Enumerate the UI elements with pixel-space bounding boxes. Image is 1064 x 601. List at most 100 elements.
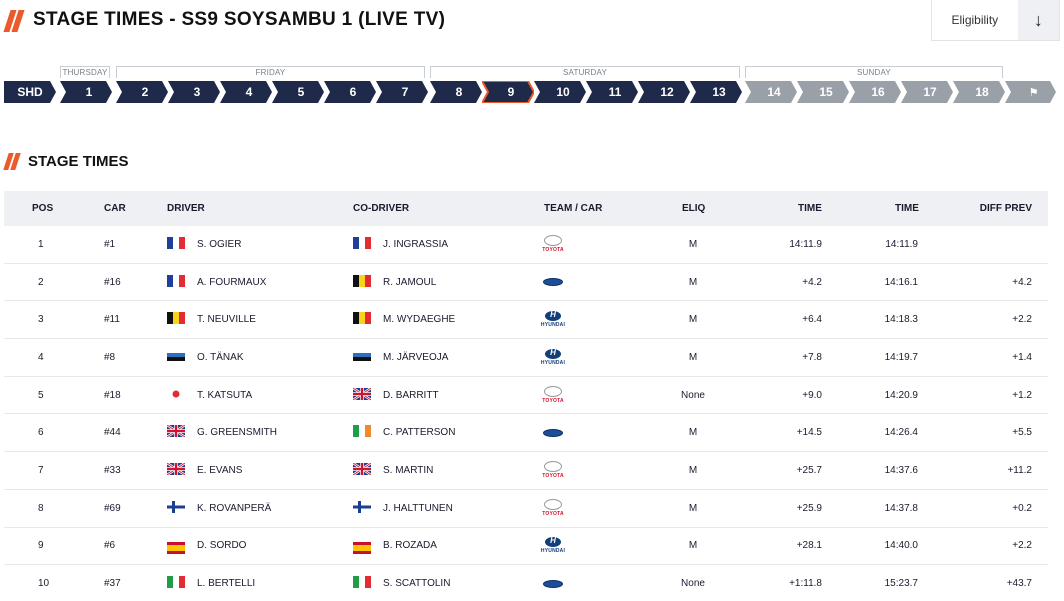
cell-car: #33 [104,464,121,476]
table-row[interactable]: 7 #33 E. EVANS S. MARTIN TOYOTA M +25.7 … [4,452,1048,490]
header-pos[interactable]: POS [32,203,54,214]
cell-codriver[interactable]: B. ROZADA [353,528,437,565]
driver-name[interactable]: S. OGIER [197,238,242,250]
cell-driver[interactable]: L. BERTELLI [167,565,255,601]
cell-pos: 2 [38,276,44,288]
codriver-name[interactable]: J. INGRASSIA [383,238,449,250]
stage-label: 12 [660,85,674,99]
header-codriver[interactable]: CO-DRIVER [353,203,410,214]
cell-driver[interactable]: S. OGIER [167,226,241,263]
driver-name[interactable]: E. EVANS [197,464,243,476]
cell-codriver[interactable]: M. JÄRVEOJA [353,339,448,376]
stage-16[interactable]: 16 [849,81,901,103]
driver-name[interactable]: L. BERTELLI [197,578,256,590]
stage-2[interactable]: 2 [116,81,168,103]
codriver-name[interactable]: S. MARTIN [383,464,434,476]
driver-name[interactable]: A. FOURMAUX [197,276,267,288]
eligibility-dropdown[interactable]: Eligibility ↓ [931,0,1060,41]
stage-11[interactable]: 11 [586,81,638,103]
cell-driver[interactable]: A. FOURMAUX [167,264,266,301]
header-diff-prev[interactable]: DIFF PREV [979,203,1032,214]
cell-codriver[interactable]: M. WYDAEGHE [353,301,455,338]
cell-codriver[interactable]: S. SCATTOLIN [353,565,450,601]
driver-name[interactable]: K. ROVANPERÄ [197,502,272,514]
flag-fi-icon [353,500,383,516]
codriver-name[interactable]: M. WYDAEGHE [383,314,456,326]
table-row[interactable]: 2 #16 A. FOURMAUX R. JAMOUL M +4.2 14:16… [4,264,1048,302]
table-row[interactable]: 10 #37 L. BERTELLI S. SCATTOLIN None +1:… [4,565,1048,601]
flag-it-icon [353,576,383,591]
driver-name[interactable]: G. GREENSMITH [197,427,278,439]
stage-15[interactable]: 15 [797,81,849,103]
codriver-name[interactable]: M. JÄRVEOJA [383,351,449,363]
arrow-down-icon[interactable]: ↓ [1017,0,1059,40]
table-row[interactable]: 8 #69 K. ROVANPERÄ J. HALTTUNEN TOYOTA M… [4,490,1048,528]
stage-13[interactable]: 13 [690,81,742,103]
table-row[interactable]: 4 #8 O. TÄNAK M. JÄRVEOJA HYUNDAI M +7.8… [4,339,1048,377]
header-eliq[interactable]: ELIQ [682,203,706,214]
cell-driver[interactable]: E. EVANS [166,452,243,489]
stage-1[interactable]: 1 [60,81,112,103]
cell-codriver[interactable]: J. HALTTUNEN [353,490,453,527]
cell-time-total: 15:23.7 [884,578,918,590]
cell-driver[interactable]: K. ROVANPERÄ [167,490,271,527]
cell-time: +4.2 [802,276,822,288]
codriver-name[interactable]: D. BARRITT [383,389,439,401]
header-car[interactable]: CAR [104,203,126,214]
stage-10[interactable]: 10 [534,81,586,103]
stage-3[interactable]: 3 [168,81,220,103]
cell-driver[interactable]: D. SORDO [167,528,246,565]
stage-6[interactable]: 6 [324,81,376,103]
stage-label: 7 [401,85,409,99]
flag-fr-icon [167,236,197,252]
stage-18[interactable]: 18 [953,81,1005,103]
driver-name[interactable]: O. TÄNAK [197,351,244,363]
stage-7[interactable]: 7 [376,81,428,103]
codriver-name[interactable]: R. JAMOUL [383,276,437,288]
header-team[interactable]: TEAM / CAR [544,203,603,214]
cell-team [542,565,564,601]
table-row[interactable]: 1 #1 S. OGIER J. INGRASSIA TOYOTA M 14:1… [4,226,1048,264]
driver-name[interactable]: T. NEUVILLE [197,314,256,326]
flag-it-icon [167,576,197,591]
codriver-name[interactable]: B. ROZADA [383,540,437,552]
header-driver[interactable]: DRIVER [167,203,205,214]
table-row[interactable]: 3 #11 T. NEUVILLE M. WYDAEGHE HYUNDAI M … [4,301,1048,340]
table-row[interactable]: 9 #6 D. SORDO B. ROZADA HYUNDAI M +28.1 … [4,528,1048,566]
cell-driver[interactable]: O. TÄNAK [167,339,244,376]
table-row[interactable]: 6 #44 G. GREENSMITH C. PATTERSON M +14.5… [4,414,1048,453]
cell-codriver[interactable]: C. PATTERSON [353,414,455,451]
stage-4[interactable]: 4 [220,81,272,103]
stage-14[interactable]: 14 [745,81,797,103]
cell-pos: 6 [38,427,44,439]
stage-17[interactable]: 17 [901,81,953,103]
codriver-name[interactable]: S. SCATTOLIN [383,578,451,590]
stage-9[interactable]: 9 [482,81,534,103]
stage-5[interactable]: 5 [272,81,324,103]
cell-codriver[interactable]: S. MARTIN [352,452,434,489]
cell-codriver[interactable]: R. JAMOUL [353,264,436,301]
stage-finish[interactable]: ⚑ [1005,81,1056,103]
codriver-name[interactable]: J. HALTTUNEN [383,502,453,514]
header-time[interactable]: TIME [798,203,822,214]
cell-team [542,414,564,451]
cell-driver[interactable]: G. GREENSMITH [166,414,278,451]
cell-driver[interactable]: T. KATSUTA [167,377,252,414]
stage-8[interactable]: 8 [430,81,482,103]
stage-shd[interactable]: SHD [4,81,56,103]
cell-car: #6 [104,540,116,552]
cell-driver[interactable]: T. NEUVILLE [167,301,256,338]
cell-diff-prev: +0.2 [1012,502,1032,514]
flag-gb-icon [352,386,383,403]
driver-name[interactable]: D. SORDO [197,540,247,552]
stage-12[interactable]: 12 [638,81,690,103]
cell-codriver[interactable]: J. INGRASSIA [353,226,448,263]
cell-codriver[interactable]: D. BARRITT [352,377,439,414]
codriver-name[interactable]: C. PATTERSON [383,427,456,439]
cell-eliq: M [688,540,698,552]
header-time-total[interactable]: TIME [895,203,919,214]
brand-slash-icon [3,10,25,32]
table-row[interactable]: 5 #18 T. KATSUTA D. BARRITT TOYOTA None … [4,377,1048,415]
driver-name[interactable]: T. KATSUTA [197,389,253,401]
eligibility-label[interactable]: Eligibility [951,13,999,27]
